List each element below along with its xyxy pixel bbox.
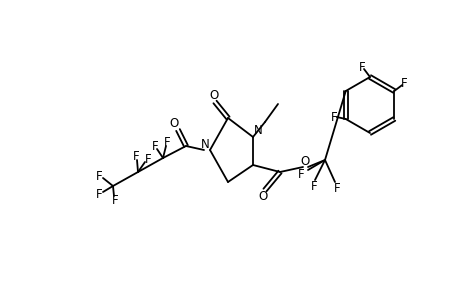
Text: F: F bbox=[333, 182, 340, 196]
Text: F: F bbox=[132, 149, 139, 163]
Text: O: O bbox=[209, 88, 218, 101]
Text: F: F bbox=[330, 110, 336, 124]
Text: F: F bbox=[400, 76, 407, 89]
Text: N: N bbox=[253, 124, 262, 136]
Text: F: F bbox=[297, 169, 304, 182]
Text: F: F bbox=[358, 61, 364, 74]
Text: O: O bbox=[169, 116, 178, 130]
Text: N: N bbox=[200, 137, 209, 151]
Text: F: F bbox=[151, 140, 158, 152]
Text: F: F bbox=[310, 181, 317, 194]
Text: F: F bbox=[163, 136, 170, 148]
Text: F: F bbox=[112, 194, 118, 206]
Text: F: F bbox=[95, 169, 102, 182]
Text: O: O bbox=[258, 190, 267, 203]
Text: O: O bbox=[300, 154, 309, 167]
Text: F: F bbox=[95, 188, 102, 200]
Text: F: F bbox=[145, 152, 151, 166]
